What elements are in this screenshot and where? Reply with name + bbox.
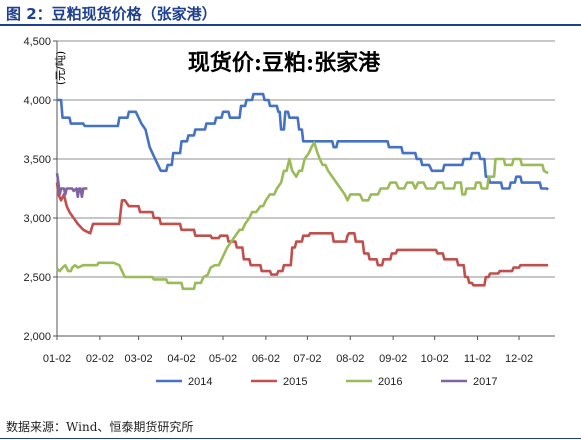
figure-header: 图 2：豆粕现货价格（张家港） [0, 0, 581, 26]
x-tick-label: 05-02 [209, 353, 237, 365]
legend-label: 2016 [378, 376, 402, 388]
line-chart: 现货价:豆粕:张家港 (元/吨) 2,000 2,500 3,000 3,500 4,0… [23, 36, 555, 388]
x-tick-label: 10-02 [421, 353, 449, 365]
data-source-note: 数据来源：Wind、恒泰期货研究所 [6, 420, 194, 434]
x-tick-label: 03-02 [125, 353, 153, 365]
series-line-2014 [57, 92, 549, 191]
x-tick-label: 04-02 [167, 353, 195, 365]
y-tick-label: 2,000 [23, 331, 51, 343]
legend-label: 2014 [188, 376, 212, 388]
x-tick-label: 07-02 [293, 353, 321, 365]
y-tick-label: 4,000 [23, 95, 51, 107]
bottom-rule [0, 438, 581, 439]
x-tick-label: 08-02 [336, 353, 364, 365]
y-axis-unit: (元/吨) [54, 51, 67, 85]
x-tick-label: 11-02 [464, 353, 491, 365]
series-line-2017 [55, 173, 88, 199]
chart-title: 现货价:豆粕:张家港 [188, 50, 381, 76]
y-tick-label: 4,500 [23, 36, 51, 48]
legend-label: 2017 [473, 376, 497, 388]
legend-label: 2015 [283, 376, 307, 388]
axis-layer: 2,000 2,500 3,000 3,500 4,000 4,500 01-02 02-02… [23, 36, 555, 365]
x-tick-label: 06-02 [252, 353, 280, 365]
y-tick-label: 3,500 [23, 154, 51, 166]
legend: 2014 2015 2016 2017 [156, 376, 497, 388]
legend-item-2014: 2014 [156, 376, 212, 388]
x-tick-label: 12-02 [505, 353, 533, 365]
x-tick-label: 02-02 [86, 353, 114, 365]
legend-item-2016: 2016 [346, 376, 402, 388]
series-line-2016 [56, 141, 549, 291]
x-tick-label: 09-02 [379, 353, 407, 365]
figure-caption: 图 2：豆粕现货价格（张家港） [6, 5, 217, 23]
series-line-2015 [55, 182, 549, 287]
legend-item-2015: 2015 [251, 376, 307, 388]
x-tick-label: 01-02 [43, 353, 71, 365]
series-layer [55, 92, 549, 291]
y-tick-label: 2,500 [23, 272, 51, 284]
legend-item-2017: 2017 [441, 376, 497, 388]
y-tick-label: 3,000 [23, 213, 51, 225]
